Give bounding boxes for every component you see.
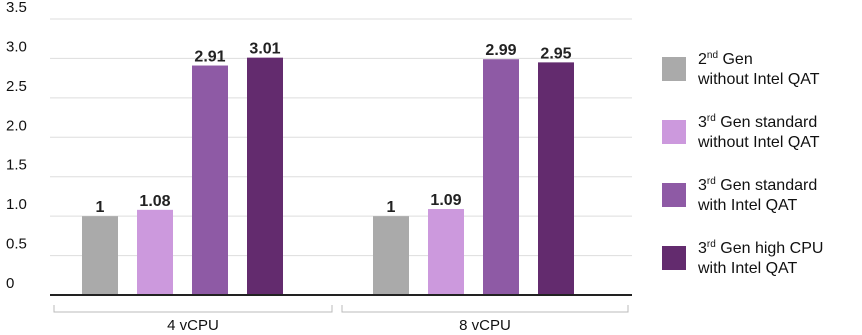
bar	[192, 65, 228, 295]
data-label: 2.99	[485, 42, 516, 59]
bar	[373, 216, 409, 295]
y-tick-label: 0	[6, 275, 14, 292]
category-label: 4 vCPU	[167, 317, 219, 334]
y-tick-label: 1.0	[6, 196, 27, 213]
bar	[137, 209, 173, 295]
data-label: 2.95	[540, 45, 571, 62]
data-label: 1.08	[139, 193, 170, 210]
data-label: 3.01	[249, 41, 280, 58]
data-label: 1.09	[430, 192, 461, 209]
legend-swatch	[662, 183, 686, 207]
legend-item-3rd-gen-standard-with-qat: 3rd Gen standard with Intel QAT	[662, 176, 862, 226]
legend-label: 3rd Gen high CPU with Intel QAT	[698, 239, 824, 278]
category-label: 8 vCPU	[459, 317, 511, 334]
legend-label: 3rd Gen standard without Intel QAT	[698, 113, 820, 152]
bar	[247, 57, 283, 295]
category-bracket	[53, 305, 333, 313]
data-label: 1	[96, 199, 105, 216]
data-labels: 1 1.08 2.91 3.01 1 1.09 2.99 2.95	[96, 41, 572, 217]
legend-swatch	[662, 57, 686, 81]
y-tick-labels: 0 0.5 1.0 1.5 2.0 2.5 3.0 3.5	[6, 0, 27, 292]
category-brackets	[53, 305, 629, 313]
y-tick-label: 3.0	[6, 38, 27, 55]
category-labels: 4 vCPU 8 vCPU	[167, 317, 511, 334]
bars	[82, 57, 574, 295]
y-tick-label: 3.5	[6, 0, 27, 16]
legend-swatch	[662, 246, 686, 270]
data-label: 1	[387, 199, 396, 216]
legend-item-3rd-gen-standard-without-qat: 3rd Gen standard without Intel QAT	[662, 113, 862, 163]
legend-label: 2nd Gen without Intel QAT	[698, 50, 820, 89]
category-bracket	[341, 305, 629, 313]
bar	[82, 216, 118, 295]
legend-label: 3rd Gen standard with Intel QAT	[698, 176, 818, 215]
data-label: 2.91	[194, 49, 225, 66]
y-tick-label: 1.5	[6, 157, 27, 174]
y-tick-label: 2.5	[6, 78, 27, 95]
y-tick-label: 0.5	[6, 236, 27, 253]
bar	[428, 209, 464, 295]
legend-item-3rd-gen-high-cpu-with-qat: 3rd Gen high CPU with Intel QAT	[662, 239, 862, 289]
legend-item-2nd-gen-without-qat: 2nd Gen without Intel QAT	[662, 50, 862, 100]
legend-swatch	[662, 120, 686, 144]
bar	[483, 59, 519, 295]
bar	[538, 62, 574, 295]
y-tick-label: 2.0	[6, 117, 27, 134]
